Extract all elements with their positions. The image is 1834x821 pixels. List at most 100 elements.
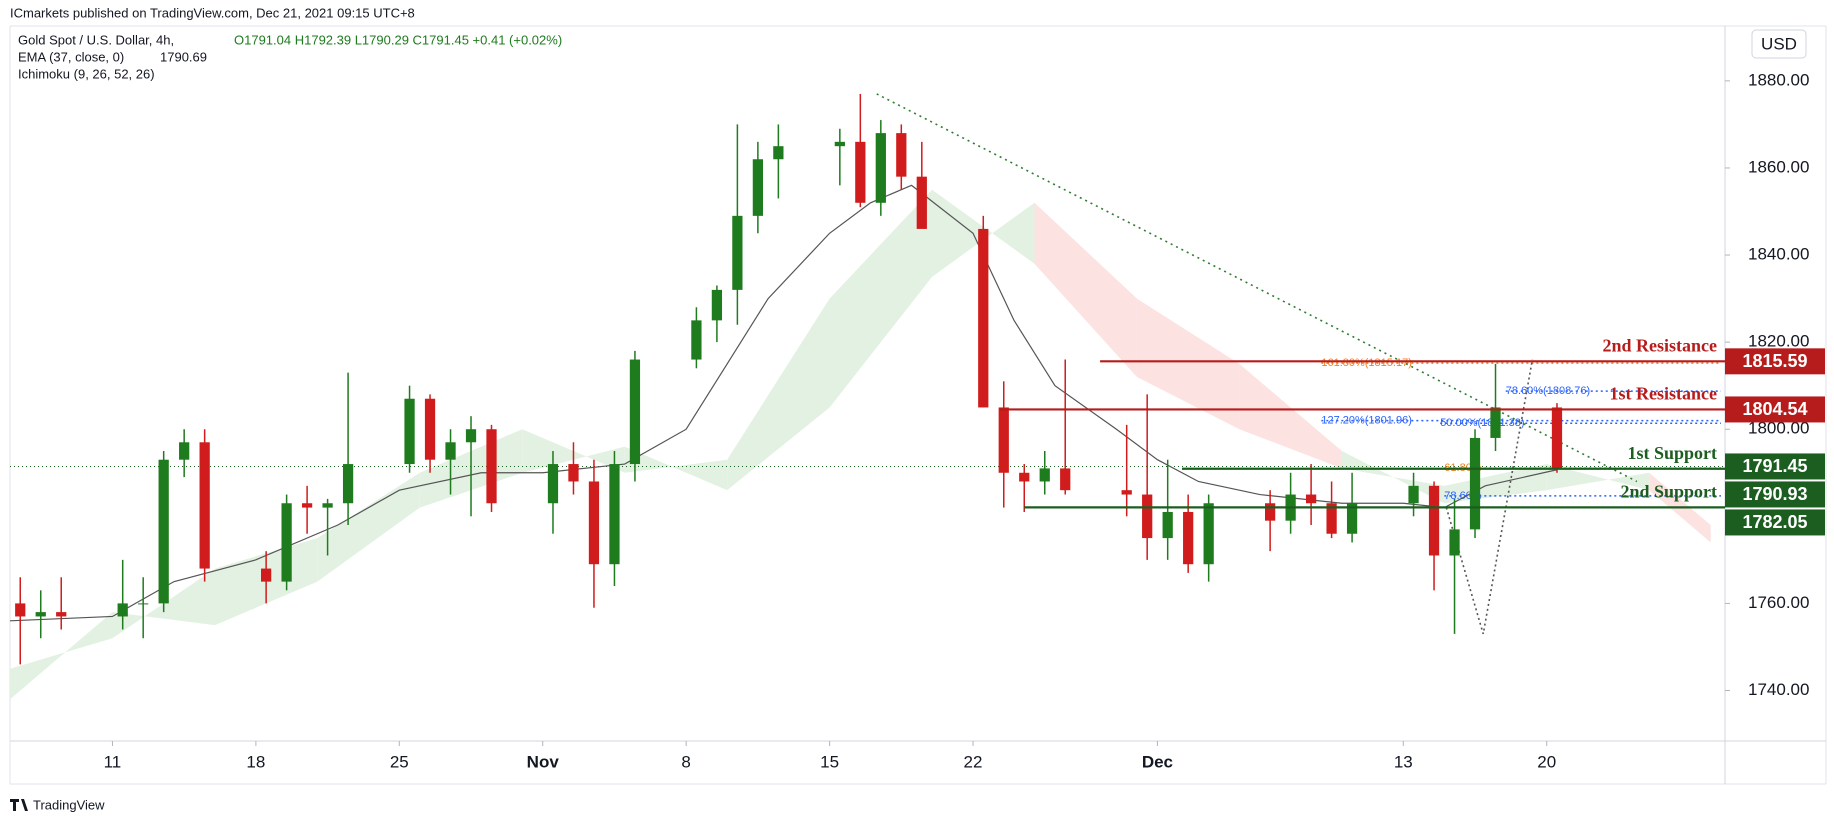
- zigzag-pattern: [1445, 359, 1534, 635]
- fib-label: 127.20%(1801.96): [1321, 415, 1412, 427]
- candle-body: [732, 215, 743, 290]
- symbol-title: Gold Spot / U.S. Dollar, 4h,: [18, 32, 174, 47]
- price-box: [1725, 509, 1825, 536]
- candle-body: [978, 228, 989, 408]
- y-tick-label: 1740.00: [1748, 680, 1809, 699]
- candle-body: [1428, 485, 1440, 556]
- candle-body: [117, 603, 128, 617]
- candle-body: [875, 133, 886, 203]
- candle-body: [1469, 437, 1481, 530]
- x-tick-label: 15: [820, 752, 839, 771]
- candle-body: [1490, 407, 1501, 438]
- candle-body: [1183, 511, 1194, 565]
- candle-body: [1346, 503, 1358, 534]
- price-box: [1725, 348, 1825, 375]
- candle-body: [1039, 468, 1050, 482]
- ichimoku-cloud: [1034, 202, 1137, 377]
- candle-body: [1265, 503, 1276, 521]
- y-tick-label: 1800.00: [1748, 419, 1809, 438]
- price-box-label: 1790.93: [1742, 484, 1807, 504]
- ichimoku-cloud: [522, 429, 625, 473]
- candle-body: [568, 464, 579, 482]
- ichimoku-cloud: [1239, 363, 1342, 469]
- x-tick-label: 13: [1394, 752, 1413, 771]
- candle-body: [1162, 511, 1173, 539]
- x-tick-label: 25: [390, 752, 409, 771]
- ichimoku-cloud: [1136, 298, 1240, 430]
- candle-body: [752, 159, 764, 216]
- level-name: 1st Resistance: [1610, 384, 1717, 404]
- candle-body: [322, 503, 333, 508]
- ohlc-values: O1791.04 H1792.39 L1790.29 C1791.45 +0.4…: [234, 32, 562, 47]
- candle-body: [465, 429, 477, 443]
- price-box-label: 1804.54: [1742, 399, 1807, 419]
- candle-body: [404, 398, 415, 465]
- ichimoku-cloud: [624, 446, 728, 491]
- candle-body: [1121, 490, 1132, 495]
- candle-body: [138, 603, 149, 605]
- candle-body: [1019, 472, 1030, 482]
- candle-body: [691, 320, 702, 360]
- candle-body: [1551, 407, 1563, 469]
- x-tick-label: 22: [964, 752, 983, 771]
- candle-body: [56, 612, 67, 617]
- indicator-value: 1790.69: [160, 49, 207, 64]
- candle-body: [711, 289, 723, 321]
- candle-body: [342, 464, 354, 504]
- candle-body: [35, 612, 46, 617]
- candle-body: [486, 429, 497, 504]
- candle-body: [1449, 529, 1460, 556]
- x-tick-label: 8: [681, 752, 690, 771]
- y-tick-label: 1820.00: [1748, 332, 1809, 351]
- candle-body: [1305, 494, 1317, 504]
- candle-body: [15, 603, 26, 617]
- price-box-label: 1782.05: [1742, 512, 1807, 532]
- candle-body: [445, 442, 456, 460]
- x-tick-label: 20: [1537, 752, 1556, 771]
- trendline: [876, 93, 1638, 483]
- y-tick-label: 1880.00: [1748, 70, 1809, 89]
- candle-body: [834, 141, 845, 147]
- x-tick-label: 11: [104, 752, 122, 771]
- publisher: ICmarkets published on TradingView.com, …: [10, 5, 415, 20]
- candle-body: [199, 442, 210, 569]
- price-box: [1725, 396, 1825, 423]
- indicator-name: EMA (37, close, 0): [18, 49, 124, 64]
- x-tick-label: Dec: [1142, 752, 1173, 771]
- level-name: 2nd Support: [1620, 482, 1717, 502]
- candle-body: [1408, 485, 1419, 504]
- price-box-label: 1791.45: [1742, 456, 1807, 476]
- candle-body: [1142, 494, 1153, 539]
- ichimoku-cloud: [1341, 450, 1445, 504]
- candle-body: [773, 146, 784, 160]
- candle-body: [609, 464, 620, 565]
- candle-body: [588, 481, 600, 565]
- ichimoku-cloud: [1546, 464, 1650, 491]
- candle-body: [896, 133, 907, 177]
- candle-body: [1203, 503, 1214, 565]
- currency-button[interactable]: [1751, 29, 1807, 59]
- x-tick-label: Nov: [527, 752, 560, 771]
- candle-body: [158, 459, 169, 604]
- candle-body: [1060, 468, 1071, 491]
- level-name: 1st Support: [1627, 443, 1717, 463]
- candle-body: [301, 503, 313, 508]
- candle-body: [281, 503, 292, 582]
- candle-body: [916, 176, 927, 229]
- candle-body: [261, 568, 272, 582]
- footer-brand: TradingView: [33, 797, 105, 812]
- y-tick-label: 1860.00: [1748, 157, 1809, 176]
- ichimoku-cloud: [727, 298, 830, 491]
- y-tick-label: 1760.00: [1748, 593, 1809, 612]
- fib-label: 50.00%(1801.38): [1440, 417, 1524, 429]
- footer-logo: [10, 799, 28, 811]
- currency[interactable]: USD: [1761, 34, 1797, 53]
- candle-body: [179, 442, 190, 460]
- candle-body: [547, 464, 559, 504]
- ichimoku-cloud: [829, 189, 933, 408]
- candle-body: [1326, 503, 1337, 534]
- price-box-label: 1815.59: [1742, 351, 1807, 371]
- price-box: [1725, 453, 1825, 480]
- ichimoku-cloud: [10, 612, 113, 700]
